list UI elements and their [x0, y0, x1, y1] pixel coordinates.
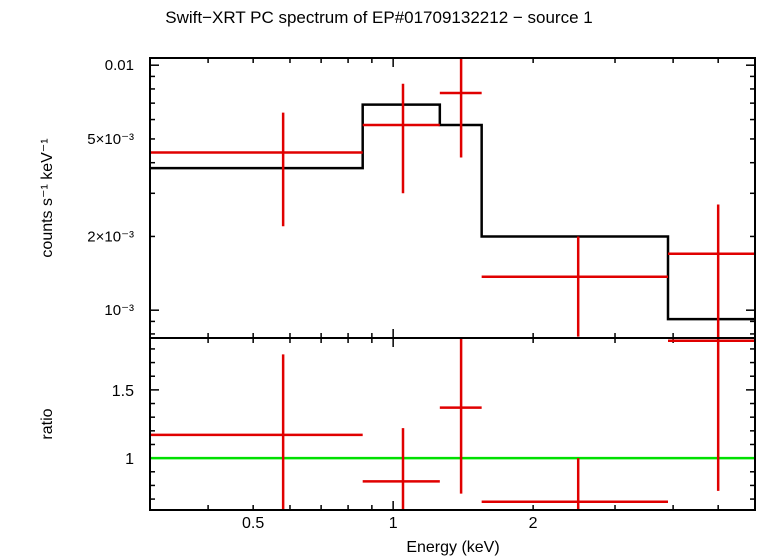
spectrum-y-tick-label: 0.01	[105, 57, 134, 74]
model-step-line	[150, 103, 755, 321]
x-tick-label: 1	[389, 515, 398, 532]
ratio-y-axis-label: ratio	[39, 408, 56, 439]
spectrum-y-tick-label: 5×10⁻³	[87, 131, 134, 148]
spectrum-y-tick-label: 10⁻³	[104, 302, 134, 319]
x-tick-label: 2	[529, 515, 538, 532]
spectrum-panel: 0.01 5×10⁻³ 2×10⁻³ 10⁻³	[87, 57, 756, 339]
spectrum-y-tick-label: 2×10⁻³	[87, 228, 134, 245]
chart-title: Swift−XRT PC spectrum of EP#01709132212 …	[165, 8, 593, 27]
ratio-data-group	[150, 338, 755, 510]
spectrum-frame-overlay	[149, 57, 756, 339]
ratio-y-tick-label: 1.5	[112, 383, 134, 400]
spectrum-y-axis-label: counts s⁻¹ keV⁻¹	[39, 138, 56, 257]
ratio-panel: 0.5 1 2 1 1.5	[112, 337, 756, 532]
ratio-frame	[149, 337, 756, 511]
x-axis-label: Energy (keV)	[406, 539, 499, 556]
model-curve-group	[150, 103, 755, 321]
ratio-frame-overlay	[149, 337, 756, 511]
spectrum-data-group	[150, 58, 755, 338]
spectrum-frame	[149, 57, 756, 339]
x-tick-label: 0.5	[242, 515, 264, 532]
ratio-y-tick-label: 1	[125, 451, 134, 468]
